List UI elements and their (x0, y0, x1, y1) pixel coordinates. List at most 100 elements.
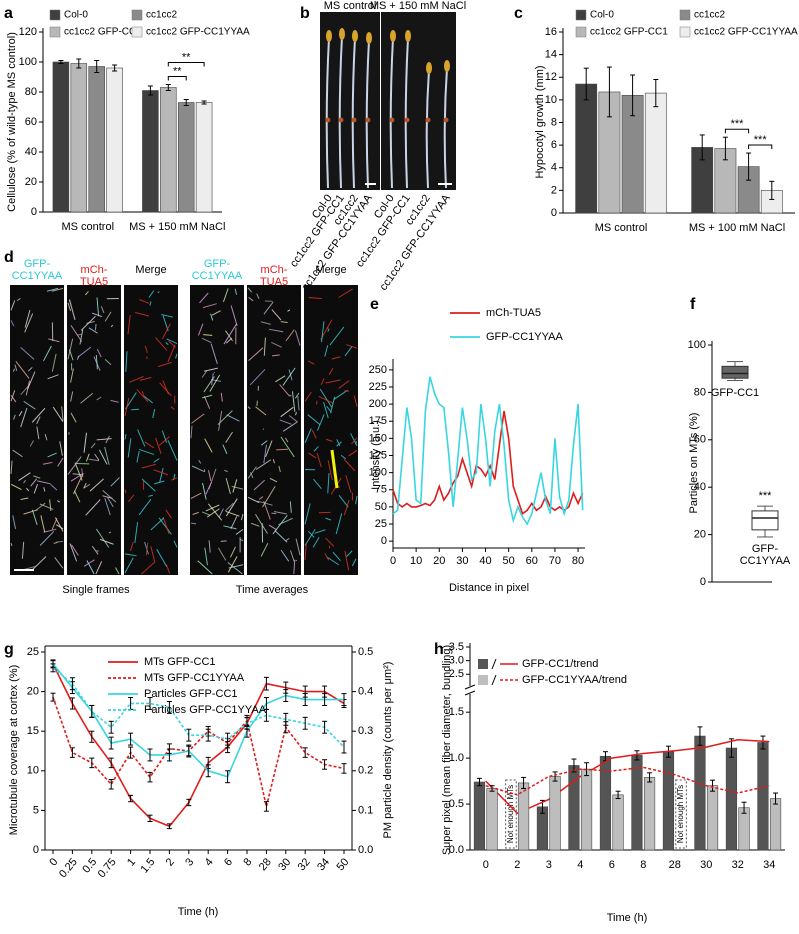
filament (217, 547, 227, 561)
y-tick-label: 1.5 (449, 706, 464, 718)
filament (33, 483, 39, 494)
y-tick-label: 60 (694, 434, 706, 446)
channel-label: mCh-TUA5 (79, 264, 109, 288)
filament (81, 468, 84, 478)
filament (295, 411, 297, 416)
filament (95, 528, 110, 548)
filament (353, 395, 358, 407)
filament (27, 367, 33, 372)
x-tick-label: 4 (203, 856, 216, 868)
legend-label: GFP-CC1YYAA/trend (522, 674, 627, 686)
filament (69, 299, 76, 320)
legend-label: MTs GFP-CC1YYAA (144, 672, 245, 684)
filament (208, 470, 212, 482)
filament (346, 550, 353, 557)
y-tick-label: 100 (19, 56, 37, 68)
filament (59, 441, 63, 456)
filament (159, 382, 172, 397)
filament (336, 439, 341, 447)
filament (218, 508, 224, 518)
filament (141, 478, 156, 492)
filament (156, 549, 168, 567)
filament (333, 389, 348, 400)
filament (124, 397, 130, 417)
channel-label: mCh-TUA5 (259, 264, 289, 288)
filament (51, 517, 58, 530)
filament (250, 472, 254, 479)
filament (308, 360, 315, 365)
filament (247, 287, 253, 293)
x-tick-label: 60 (526, 555, 538, 567)
filament (308, 452, 317, 459)
filament (250, 522, 260, 527)
legend-swatch (478, 675, 488, 685)
bar (757, 742, 769, 851)
annotation: Not enough MTs (506, 785, 515, 843)
y-tick-label: 1.0 (449, 752, 464, 764)
filament (85, 453, 90, 462)
filament (35, 502, 46, 512)
filament (110, 477, 120, 487)
filament (326, 556, 340, 566)
category-label: GFP-CC1YYAA (739, 542, 791, 567)
cotyledon (444, 60, 450, 72)
filament (205, 504, 220, 512)
filament (51, 353, 57, 372)
x-tick-label: 32 (732, 859, 744, 871)
filament (222, 288, 229, 303)
filament (332, 551, 341, 561)
significance-bracket (748, 144, 773, 150)
x-tick-label: 20 (433, 555, 445, 567)
y-tick-label: 20 (25, 176, 37, 188)
x-tick-label: 28 (257, 856, 274, 873)
micrograph (67, 285, 121, 575)
filament (190, 425, 193, 439)
filament (18, 472, 31, 482)
y-axis-title: Particles on MTs (%) (688, 413, 700, 514)
filament (84, 291, 89, 296)
filament (279, 384, 291, 397)
filament (224, 469, 228, 473)
y-tick-label: 0 (31, 206, 37, 218)
bar (549, 776, 561, 851)
filament (161, 323, 171, 340)
x-tick-label: 10 (410, 555, 422, 567)
bar (106, 67, 123, 213)
filament (222, 444, 228, 455)
x-axis-title: Distance in pixel (449, 582, 529, 594)
filament (175, 353, 178, 359)
filament (282, 367, 296, 386)
legend-label: cc1cc2 GFP-CC1YYAA (146, 27, 250, 38)
filament (285, 537, 290, 541)
filament (170, 406, 175, 410)
filament (263, 337, 266, 356)
significance-label: *** (731, 118, 745, 130)
x-tick-label: 0.25 (57, 856, 80, 880)
filament (127, 314, 131, 335)
filament (12, 449, 23, 458)
y-axis-title: Intensity (a.u.) (370, 420, 382, 490)
seedling (325, 37, 330, 189)
micrograph (247, 285, 301, 575)
legend-label: Col-0 (590, 10, 614, 21)
x-tick-label: 50 (503, 555, 515, 567)
filament (263, 444, 267, 464)
legend-label: GFP-CC1/trend (522, 658, 598, 670)
filament (144, 541, 149, 555)
filament (323, 401, 329, 419)
filament (240, 513, 244, 521)
filament (15, 361, 30, 379)
filament (328, 367, 334, 375)
filament (227, 562, 243, 575)
filament (325, 379, 341, 384)
cotyledon (405, 30, 411, 42)
hypocotyl-base (325, 117, 331, 123)
x-tick-label: 30 (276, 856, 293, 873)
legend-label: GFP-CC1YYAA (486, 331, 563, 343)
y-tick-label: 3.5 (449, 641, 464, 653)
filament (80, 315, 96, 331)
filament (127, 494, 135, 503)
filament (260, 321, 271, 325)
filament (161, 313, 174, 318)
filament (273, 510, 287, 515)
